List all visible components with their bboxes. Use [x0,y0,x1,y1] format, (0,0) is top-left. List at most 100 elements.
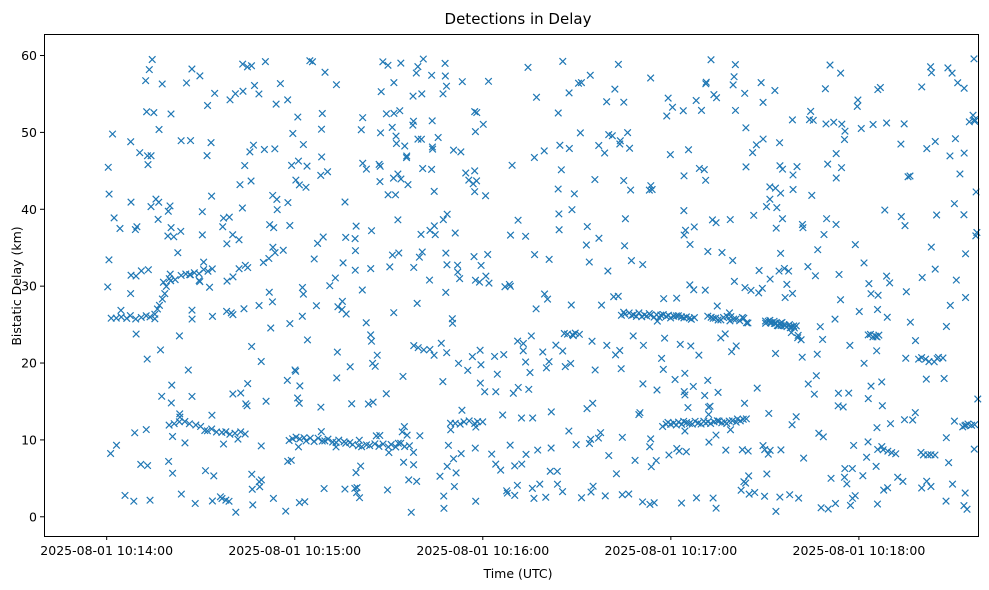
detection-marker [182,79,191,87]
detection-marker [404,180,412,189]
detection-marker [635,309,643,317]
detection-marker [458,77,467,86]
detection-marker [596,428,605,437]
detection-marker [799,454,808,462]
detection-marker [617,364,625,373]
detection-marker [831,499,840,508]
detection-marker [647,462,656,471]
detection-marker [926,63,935,71]
detection-marker [398,428,406,436]
detection-marker [414,62,422,71]
detection-marker [402,152,411,160]
detection-marker [341,198,349,206]
detection-marker [854,96,862,104]
detection-marker [788,289,797,298]
detection-marker [620,98,628,106]
detection-marker [931,265,939,273]
detection-marker [156,346,165,354]
detection-marker [897,212,906,221]
detection-marker [259,258,268,267]
detection-marker [608,132,617,140]
detection-marker [402,153,411,162]
detection-marker [862,453,871,461]
detection-marker [255,301,263,310]
detection-marker [875,331,883,339]
detection-marker [443,261,451,269]
detection-marker [353,483,361,492]
detection-marker [506,282,515,291]
y-tick-label: 50 [21,125,37,140]
detection-marker [514,383,522,392]
detection-marker [704,247,712,256]
detection-marker [394,439,403,447]
detection-marker [177,490,186,498]
detection-marker [357,126,365,134]
detection-marker [483,250,492,259]
detection-marker [441,72,450,80]
detection-marker [672,294,681,302]
detection-marker [917,353,926,362]
detection-marker [130,497,138,505]
detection-marker [690,313,699,322]
detection-marker [933,354,941,363]
detection-marker [166,276,175,285]
detection-marker [658,422,667,431]
detection-marker [269,243,277,251]
x-tick-label: 2025-08-01 10:14:00 [40,543,173,558]
detection-marker [351,234,359,243]
detection-marker [294,443,303,451]
detection-marker [341,485,349,493]
detection-marker [521,232,530,241]
detection-marker [394,216,402,224]
detection-marker [621,214,630,223]
detection-marker [390,109,398,118]
detection-marker [679,107,687,115]
detection-marker [142,425,150,434]
detection-marker [702,80,710,88]
detection-marker [229,390,237,398]
detection-marker [811,272,820,280]
detection-marker [231,429,239,437]
detection-marker [960,501,968,510]
detection-marker [837,163,846,172]
detection-marker [356,462,365,470]
detection-marker [776,493,784,501]
detection-marker [818,335,827,344]
detection-marker [718,248,726,257]
detection-marker [313,239,322,248]
detection-marker [281,507,290,515]
detection-marker [552,341,560,349]
detection-marker [476,379,485,387]
detection-marker [961,489,969,497]
detection-marker [452,469,460,477]
detection-marker [820,230,828,239]
detection-marker [332,80,341,89]
detection-marker [766,195,774,203]
detection-marker [454,268,462,276]
detection-marker [536,480,544,488]
detection-marker [771,86,779,95]
detection-marker [798,353,806,361]
x-tick-label: 2025-08-01 10:17:00 [604,543,737,558]
detection-marker [177,271,185,280]
detection-marker [692,494,701,502]
detection-marker [155,125,163,134]
detection-marker [773,203,781,212]
detection-marker [397,59,405,67]
detection-marker [241,430,249,438]
detection-marker [546,467,554,475]
detection-marker [542,364,551,372]
detection-marker [554,109,562,117]
detection-marker [147,202,155,211]
detection-marker [690,223,698,231]
detection-marker [151,315,159,323]
detection-marker [455,274,464,283]
detection-marker [804,262,812,271]
detection-marker [203,101,212,110]
detection-marker [133,223,141,231]
detection-marker [961,250,970,258]
detection-marker [707,56,715,64]
detection-marker [257,442,265,450]
detection-marker [874,85,882,94]
detection-marker [164,207,173,215]
